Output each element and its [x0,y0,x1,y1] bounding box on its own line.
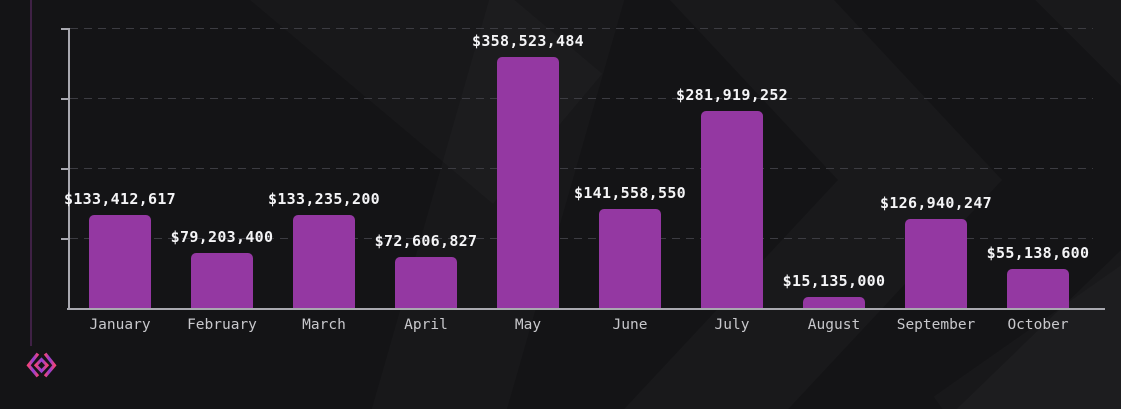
gridline [70,28,1093,29]
x-axis-label: September [896,317,976,333]
bar-value-label: $72,606,827 [374,232,478,250]
bar [803,297,865,308]
y-axis-tick [61,237,68,240]
x-axis-label: March [302,317,346,333]
x-axis-label: July [714,317,750,333]
diamond-brackets-logo-icon [26,351,57,380]
plot-area: $133,412,617 January $79,203,400 February $1… [61,27,1105,333]
bar-value-label: $55,138,600 [986,244,1090,262]
bar-value-label: $79,203,400 [170,228,274,246]
bar [191,253,253,308]
bar [599,209,661,308]
gridline [70,238,1093,239]
bar-value-label: $141,558,550 [574,184,686,202]
x-axis-label: October [1007,317,1069,333]
gridline [70,168,1093,169]
bar-value-label: $133,235,200 [268,190,380,208]
x-axis-line [67,308,1105,310]
y-axis-tick [61,27,68,30]
bar [701,111,763,308]
x-axis-label: January [89,317,151,333]
bar-value-label: $126,940,247 [880,194,992,212]
bar-value-label: $358,523,484 [472,32,584,50]
x-axis-label: June [612,317,648,333]
x-axis-label: May [514,317,542,333]
bar [905,219,967,308]
bar [89,215,151,308]
x-axis-label: August [807,317,861,333]
bar [1007,269,1069,308]
bar-value-label: $133,412,617 [64,190,176,208]
bar-value-label: $15,135,000 [782,272,886,290]
bar [395,257,457,308]
y-axis-line [68,28,70,308]
y-axis-tick [61,97,68,100]
bar [497,57,559,308]
y-axis-tick [61,167,68,170]
bar-value-label: $281,919,252 [676,86,788,104]
left-accent-line [30,0,32,346]
bar [293,215,355,308]
gridline [70,98,1093,99]
x-axis-label: April [404,317,448,333]
x-axis-label: February [187,317,257,333]
